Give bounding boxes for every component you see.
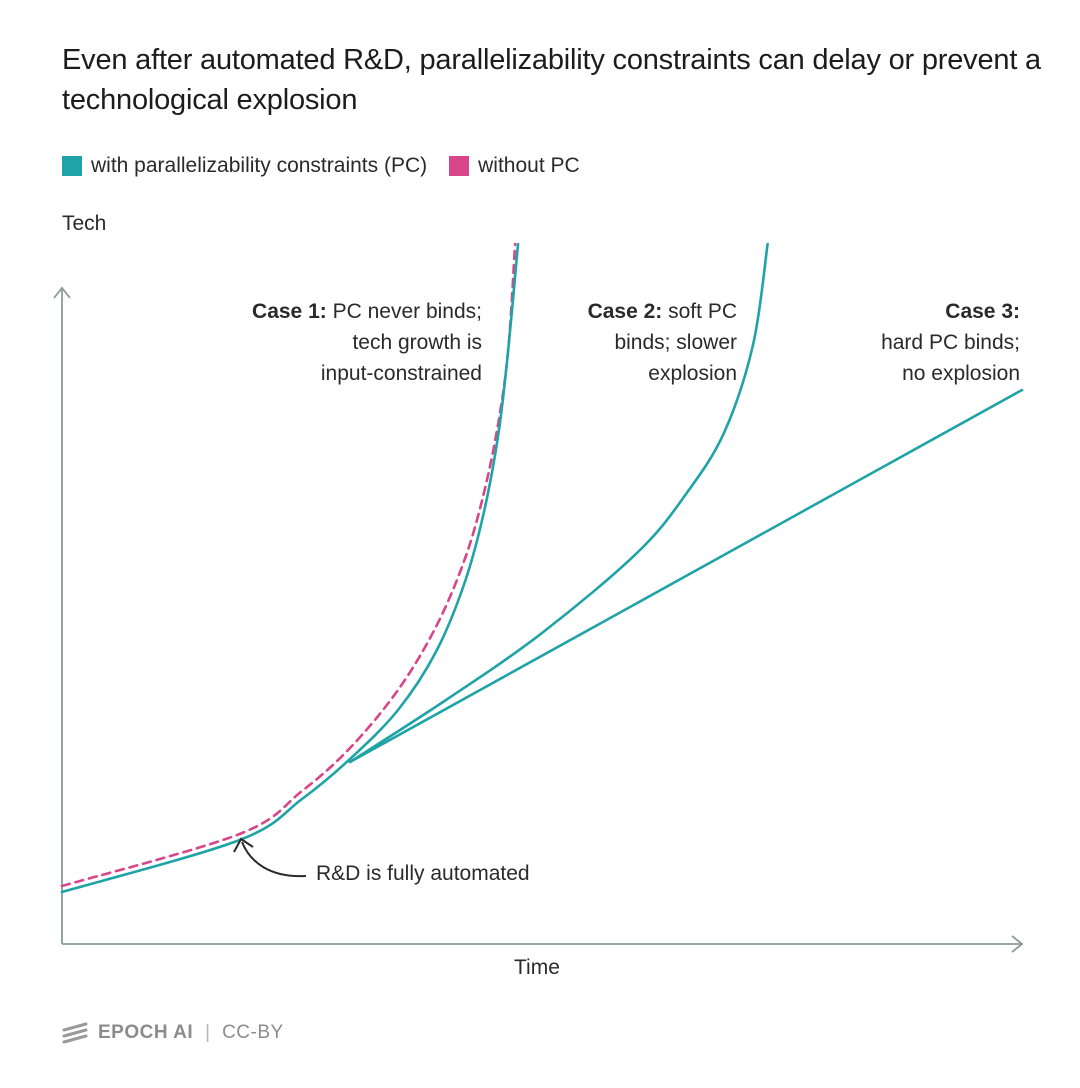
series-line-case-1: [60, 242, 520, 894]
footer-brand: EPOCH AI: [98, 1022, 194, 1043]
case-1-line1: PC never binds;: [326, 300, 482, 323]
case-1-line2: tech growth is: [352, 331, 482, 354]
case-3-label: Case 3: hard PC binds; no explosion: [881, 296, 1020, 389]
case-3-line2: hard PC binds;: [881, 331, 1020, 354]
epoch-stripes-icon: [62, 1022, 88, 1044]
case-1-title: Case 1:: [252, 300, 327, 323]
footer-separator: |: [205, 1022, 211, 1043]
y-axis-arrowhead: [53, 286, 71, 299]
case-3-title: Case 3:: [945, 300, 1020, 323]
legend-swatch-without-pc: [449, 156, 470, 176]
case-2-line2: binds; slower: [614, 331, 737, 354]
footer: EPOCH AI | CC-BY: [62, 1022, 284, 1044]
case-1-line3: input-constrained: [320, 362, 482, 385]
series-line-case-2: [348, 242, 769, 764]
legend-label-without-pc: without PC: [478, 154, 580, 177]
chart-title: Even after automated R&D, parallelizabil…: [62, 44, 1041, 116]
legend: with parallelizability constraints (PC) …: [62, 154, 602, 178]
case-3-line3: no explosion: [902, 362, 1020, 385]
x-axis-arrowhead: [1011, 935, 1024, 953]
case-2-line1: soft PC: [662, 300, 737, 323]
case-2-label: Case 2: soft PC binds; slower explosion: [588, 296, 737, 389]
annotation-arrow: [241, 841, 307, 878]
legend-item-with-pc: with parallelizability constraints (PC): [62, 154, 427, 178]
annotation-arrowhead: [233, 837, 254, 853]
case-1-label: Case 1: PC never binds; tech growth is i…: [252, 296, 482, 389]
y-axis-label: Tech: [62, 212, 107, 235]
axes: [53, 286, 1024, 953]
legend-swatch-with-pc: [62, 156, 82, 176]
legend-label-with-pc: with parallelizability constraints (PC): [91, 154, 428, 177]
case-2-title: Case 2:: [587, 300, 663, 323]
automation-annotation: R&D is fully automated: [316, 862, 530, 885]
footer-license: CC-BY: [222, 1022, 284, 1043]
legend-item-without-pc: without PC: [449, 154, 580, 178]
case-2-line3: explosion: [648, 362, 737, 385]
series-group: [60, 242, 1024, 894]
series-line-case-3: [348, 388, 1024, 764]
x-axis-label: Time: [514, 956, 560, 979]
